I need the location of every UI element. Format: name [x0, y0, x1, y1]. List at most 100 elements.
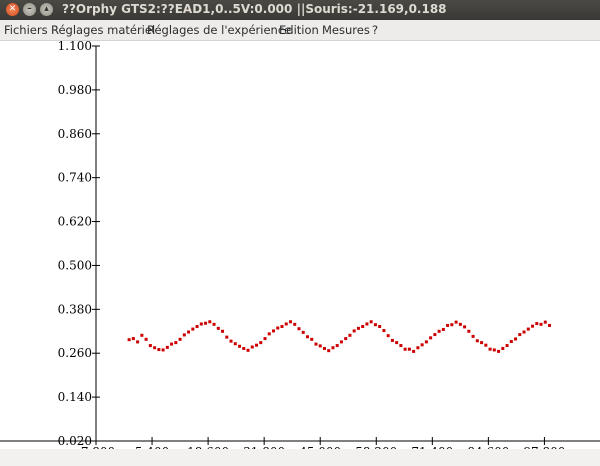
data-point	[471, 334, 475, 338]
data-point	[191, 327, 195, 331]
data-point	[216, 326, 220, 330]
data-point	[178, 337, 182, 341]
data-point	[433, 333, 437, 337]
data-point	[157, 348, 161, 352]
data-point	[467, 329, 471, 333]
data-point	[331, 346, 335, 350]
data-point	[318, 344, 322, 348]
y-tick-label: 0.380	[58, 302, 92, 316]
data-point	[348, 333, 352, 337]
data-point	[335, 344, 339, 348]
scatter-plot[interactable]: 0.020 0.140 0.260 0.380 0.500 0.620 0.740 0.860…	[0, 39, 600, 459]
y-tick-label: 0.620	[58, 215, 92, 229]
data-point	[399, 344, 403, 348]
data-point	[182, 333, 186, 337]
data-point	[204, 321, 208, 325]
data-point	[497, 349, 501, 353]
maximize-window-button[interactable]: ▴	[40, 3, 53, 16]
data-point	[242, 346, 246, 350]
data-point	[484, 343, 488, 347]
data-point	[161, 348, 165, 352]
data-point	[522, 330, 526, 334]
data-point	[458, 322, 462, 326]
y-tick-label: 0.020	[58, 434, 92, 448]
data-point	[416, 346, 420, 350]
y-tick-label: 0.500	[58, 258, 92, 272]
data-point	[395, 341, 399, 345]
data-point	[450, 323, 454, 327]
plot-canvas[interactable]: 0.020 0.140 0.260 0.380 0.500 0.620 0.740 0.860…	[0, 39, 600, 459]
menu-edition[interactable]: Edition	[279, 23, 319, 37]
data-point	[246, 348, 250, 352]
data-point	[539, 322, 543, 326]
data-point	[327, 349, 331, 353]
data-point	[509, 340, 513, 344]
data-point	[263, 337, 267, 341]
data-point	[199, 322, 203, 326]
menu-fichiers[interactable]: Fichiers	[4, 23, 48, 37]
data-point	[212, 322, 216, 326]
data-point	[543, 320, 547, 324]
y-tick-label: 0.740	[58, 171, 92, 185]
y-tick-label: 0.980	[58, 83, 92, 97]
data-point	[492, 348, 496, 352]
data-point	[305, 335, 309, 339]
y-tick-label: 0.140	[58, 390, 92, 404]
menu-reglages-experience[interactable]: Réglages de l'expérience	[147, 23, 292, 37]
minimize-window-button[interactable]: –	[23, 3, 36, 16]
data-point	[153, 346, 157, 350]
data-point	[301, 330, 305, 334]
data-point	[386, 334, 390, 338]
data-point	[272, 329, 276, 333]
y-tick-label: 1.100	[58, 41, 92, 53]
data-point	[420, 343, 424, 347]
data-point	[526, 327, 530, 331]
menu-help[interactable]: ?	[372, 23, 379, 37]
data-point	[412, 349, 416, 353]
data-point	[233, 342, 237, 346]
data-point	[208, 320, 212, 324]
data-point	[454, 320, 458, 324]
data-point	[238, 344, 242, 348]
data-point	[165, 345, 169, 349]
menu-bar: Fichiers Réglages matériel Réglages de l…	[0, 20, 600, 41]
data-point	[480, 341, 484, 345]
y-tick-label: 0.260	[58, 346, 92, 360]
menu-reglages-materiel[interactable]: Réglages matériel	[51, 23, 156, 37]
data-point	[225, 335, 229, 339]
data-point	[373, 323, 377, 327]
data-point	[339, 340, 343, 344]
data-point	[136, 340, 140, 344]
status-strip	[0, 449, 600, 466]
data-point	[369, 320, 373, 324]
data-point	[148, 344, 152, 348]
data-point	[170, 342, 174, 346]
data-point	[267, 332, 271, 336]
data-point	[365, 322, 369, 326]
data-point	[505, 344, 509, 348]
title-bar: ✕ – ▴ ??Orphy GTS2:??EAD1,0..5V:0.000 ||…	[0, 0, 600, 20]
data-point	[288, 320, 292, 324]
data-point	[310, 337, 314, 341]
data-point	[229, 339, 233, 343]
data-point	[548, 323, 552, 327]
data-point	[424, 340, 428, 344]
data-point	[488, 347, 492, 351]
data-point	[501, 346, 505, 350]
data-point	[352, 329, 356, 333]
data-point	[407, 347, 411, 351]
data-point	[390, 338, 394, 342]
data-point	[221, 329, 225, 333]
data-point	[429, 336, 433, 340]
y-tick-label: 0.860	[58, 127, 92, 141]
data-point	[144, 337, 148, 341]
window-title: ??Orphy GTS2:??EAD1,0..5V:0.000 ||Souris…	[62, 2, 447, 16]
menu-mesures[interactable]: Mesures	[322, 23, 370, 37]
data-point	[518, 333, 522, 337]
data-point	[131, 337, 135, 341]
data-point	[276, 326, 280, 330]
data-point	[174, 341, 178, 345]
data-point	[127, 338, 131, 342]
data-point	[535, 322, 539, 326]
close-window-button[interactable]: ✕	[6, 3, 19, 16]
